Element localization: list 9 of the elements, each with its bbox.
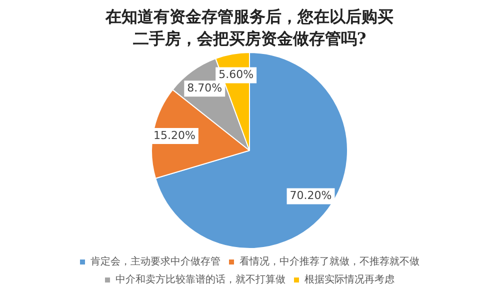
legend-label: 肯定会，主动要求中介做存管: [90, 256, 220, 268]
legend-label: 看情况，中介推荐了就做，不推荐就不做: [240, 256, 420, 268]
data-label: 15.20%: [153, 128, 196, 142]
legend-label: 中介和卖方比较靠谱的话，就不打算做: [116, 274, 286, 286]
chart-title: 在知道有资金存管服务后，您在以后购买二手房，会把买房资金做存管吗?: [104, 6, 394, 50]
data-label: 5.60%: [218, 68, 254, 82]
legend-label: 根据实际情况再考虑: [304, 274, 394, 286]
data-label: 8.70%: [187, 81, 222, 94]
data-label: 70.20%: [290, 189, 332, 202]
